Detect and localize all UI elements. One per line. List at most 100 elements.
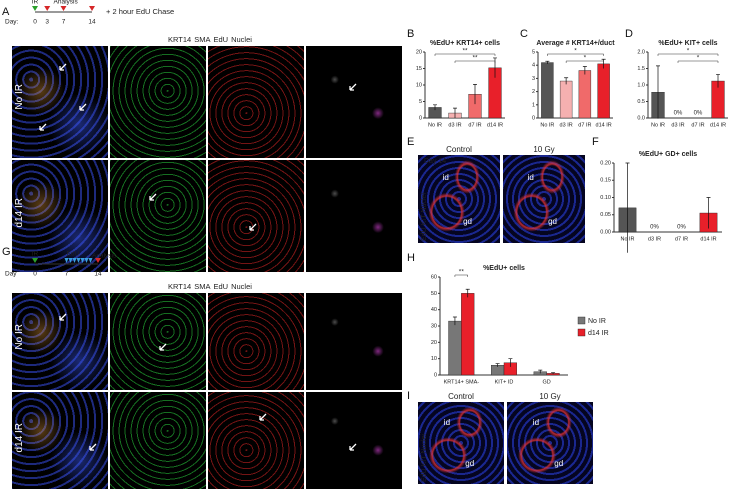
micrograph [110,46,206,158]
legend-swatch [577,316,586,325]
panel-label: H [407,252,415,264]
x-tick-label: d7 IR [578,122,591,128]
error-bar [625,162,630,253]
micrograph [418,402,504,484]
legend-swatch [577,328,586,337]
ir-label: IR [32,251,39,258]
micrograph [12,293,108,390]
channel-label: Nuclei [231,35,252,44]
timeline-marker [60,6,67,11]
channel-label: KRT14 [168,282,191,291]
column-title: Control [446,145,472,154]
legend-label: d14 IR [588,330,609,337]
chart-title: %EdU+ KRT14+ cells [430,40,500,47]
arrow [59,313,67,321]
arrow [39,123,47,131]
micrograph [306,392,402,489]
x-tick-label: d14 IR [487,122,503,128]
edu-label: EdU [67,251,80,258]
y-tick-label: 1.5 [637,66,645,72]
analysis-label: Analysis [54,0,79,6]
micrograph [208,293,304,390]
significance-bracket [657,53,719,56]
x-tick-label: d14 IR [700,236,716,242]
timeline-marker [32,258,38,263]
y-tick-label: 0.0 [637,115,645,121]
region-label: gd [548,216,557,226]
day-tick-label: 7 [62,19,66,26]
channel-label: KIT [421,214,428,226]
channel-label: EdU [421,227,428,241]
y-tick-label: 20 [416,49,422,55]
micrograph [208,46,304,158]
bar [559,80,573,119]
significance-label: ** [459,269,465,276]
error-bar [716,74,720,88]
day-tick-label: 3 [45,19,49,26]
chart-title: %EdU+ cells [483,265,525,272]
x-tick-label: d3 IR [448,122,461,128]
error-bar [538,369,543,374]
value-label: 0% [650,225,659,231]
significance-label: ** [472,55,478,62]
y-tick-label: 30 [431,323,437,329]
region-label: id [442,172,449,182]
y-tick-label: 0.5 [637,99,645,105]
x-tick-label: d3 IR [671,122,684,128]
arrow [259,413,267,421]
channel-label: Nuclei [231,282,252,291]
error-bar [433,104,437,111]
error-bar [453,107,457,118]
bar [448,320,462,376]
chase-label: + 2 hour EdU Chase [106,7,174,16]
y-tick-label: 5 [419,99,422,105]
edu-marker [64,258,69,263]
x-tick-label: d3 IR [648,236,661,242]
channel-label: EdU [213,282,228,291]
y-tick-label: 20 [431,340,437,346]
arrow [89,443,97,451]
x-tick-label: No IR [651,122,665,128]
panel-label: D [625,28,633,40]
channel-label: SMA [194,282,210,291]
x-tick-label: KIT+ ID [495,379,514,385]
channel-label: EdU [213,35,228,44]
x-tick-label: No IR [428,122,442,128]
error-bar [551,372,556,375]
bar [597,63,610,119]
micrograph [110,392,206,489]
micrograph [110,293,206,390]
value-label: 0% [674,111,683,117]
error-bar [582,66,587,75]
micrograph [12,46,108,158]
day-label: Day: [5,19,19,26]
error-bar [545,60,550,64]
y-tick-label: 2.0 [637,49,645,55]
value-label: 0% [677,225,686,231]
y-tick-label: 0.05 [600,212,611,218]
x-tick-label: d14 IR [710,122,726,128]
y-tick-label: 2 [532,89,535,95]
y-tick-label: 0 [419,115,422,121]
channel-label: Nuclei [421,193,428,213]
y-tick-label: 0.15 [600,178,611,184]
x-tick-label: d14 IR [596,122,612,128]
y-tick-label: 60 [431,274,437,280]
error-bar [495,363,500,367]
channel-label: Nuclei [421,434,428,454]
ir-label: IR [32,0,39,6]
timeline-marker [44,6,51,11]
timeline-marker [95,258,101,263]
panel-label: E [407,136,415,148]
y-tick-label: 3 [532,76,535,82]
panel-label: A [2,6,10,18]
x-tick-label: d7 IR [691,122,704,128]
day-label: Day 14 [424,158,446,165]
column-title: Control [448,392,474,401]
region-label: id [527,172,534,182]
region-label: gd [554,459,564,469]
bar [541,62,554,119]
day-tick-label: 0 [33,19,37,26]
